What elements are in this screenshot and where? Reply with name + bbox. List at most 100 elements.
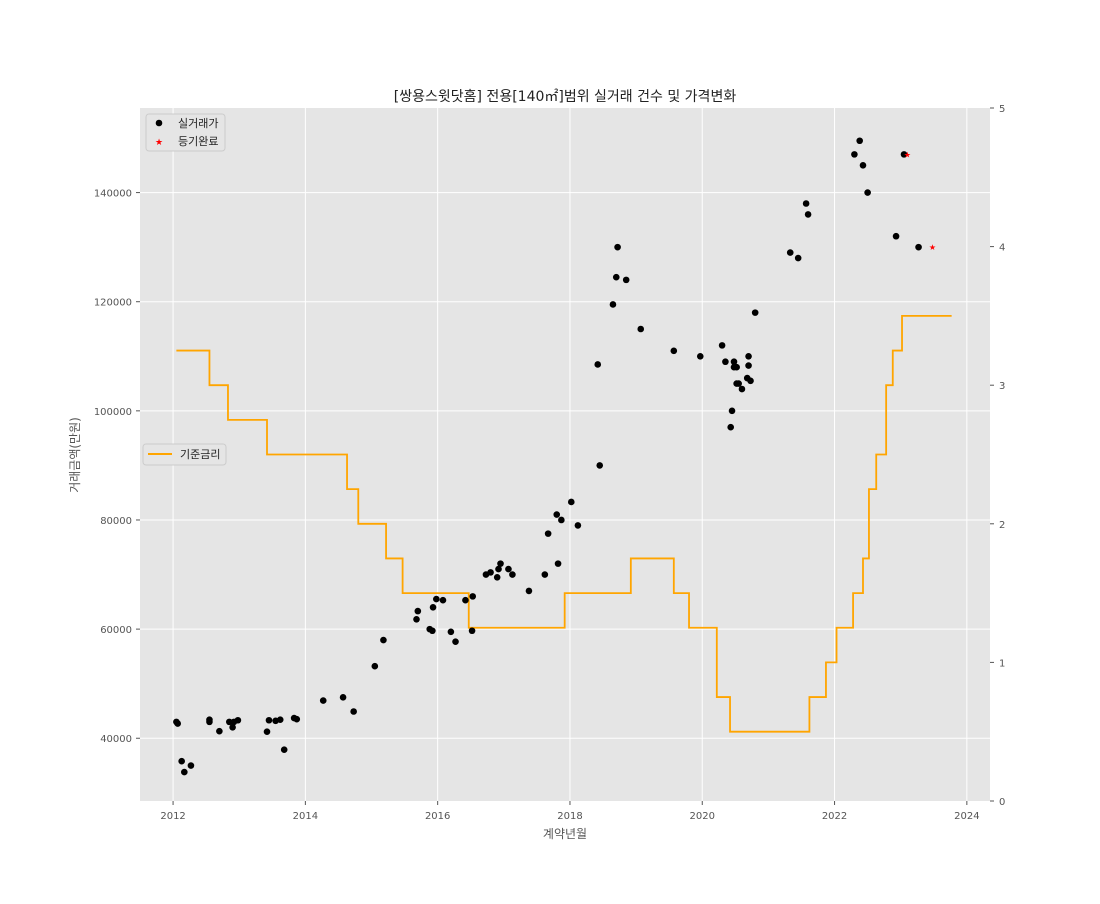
trade-point (276, 716, 284, 723)
trade-point (350, 708, 357, 715)
trade-point (414, 607, 422, 615)
trade-point (730, 358, 738, 366)
trade-point (670, 347, 678, 355)
trade-point (696, 352, 704, 360)
trade-point (265, 716, 273, 724)
trade-point (609, 301, 617, 308)
trade-point (594, 361, 602, 368)
trade-point (433, 595, 440, 603)
trade-point (794, 254, 802, 262)
trade-point (505, 565, 512, 573)
trade-point (554, 560, 562, 567)
trade-point (735, 380, 742, 387)
trade-point (804, 211, 812, 218)
trade-point (469, 593, 477, 600)
trade-point (452, 638, 459, 645)
trade-point (234, 716, 242, 724)
trade-point (751, 309, 759, 316)
trade-point (178, 757, 185, 765)
trade-point (786, 249, 794, 256)
trade-point (637, 325, 645, 333)
y2-tick-labels: 0 1 2 3 4 5 (990, 104, 1005, 808)
trade-point (745, 352, 752, 360)
trade-point (216, 727, 223, 735)
trade-point (206, 716, 213, 723)
trade-point (487, 569, 494, 576)
trade-point (187, 762, 195, 769)
legend-registered-label: 등기완료 (178, 135, 218, 148)
trade-point (413, 615, 420, 623)
points-layer: ★★ (173, 137, 936, 776)
trade-point (468, 627, 476, 635)
y-axis-label: 거래금액(만원) (68, 417, 82, 493)
trade-point (864, 189, 871, 196)
y2-tick-label: 4 (999, 243, 1005, 254)
trade-point (380, 636, 387, 644)
y-tick-label: 120000 (94, 298, 132, 309)
y2-tick-label: 0 (999, 797, 1005, 808)
trade-point (558, 516, 565, 524)
y-tick-label: 100000 (94, 407, 132, 418)
x-tick-label: 2018 (557, 811, 582, 822)
trade-point (722, 358, 729, 366)
trade-point (541, 571, 549, 578)
y2-tick-label: 3 (999, 381, 1005, 392)
y2-tick-label: 2 (999, 520, 1005, 531)
legend-registered-marker: ★ (155, 138, 163, 148)
y-tick-label: 80000 (100, 516, 132, 527)
y2-tick-label: 1 (999, 658, 1005, 669)
legend-trades: 실거래가 ★ 등기완료 (145, 113, 226, 152)
legend-rate: 기준금리 (142, 443, 227, 466)
trade-point (859, 161, 867, 169)
trade-point (900, 151, 908, 158)
trade-point (371, 662, 379, 670)
trade-point (497, 560, 504, 567)
rate-line-layer (176, 315, 952, 733)
trade-point (544, 530, 552, 537)
x-tick-label: 2024 (954, 811, 979, 822)
trade-point (802, 200, 810, 207)
trade-point (851, 151, 858, 158)
trade-point (495, 565, 502, 573)
trade-point (747, 377, 754, 385)
trade-point (229, 724, 236, 731)
trade-point (429, 627, 436, 635)
x-tick-label: 2014 (293, 811, 318, 822)
trade-point (493, 573, 501, 581)
trade-point (718, 342, 726, 349)
trade-point (728, 407, 736, 415)
x-axis-label: 계약년월 (543, 826, 587, 841)
trade-point (174, 720, 182, 727)
legend-trade-marker (155, 119, 163, 127)
x-tick-labels: 2012 2014 2016 2018 2020 2022 2024 (160, 801, 980, 822)
trade-point (856, 137, 863, 145)
trade-point (447, 628, 455, 636)
trade-point (319, 697, 327, 704)
x-tick-label: 2016 (425, 811, 450, 822)
trade-point (181, 768, 188, 776)
trade-point (745, 362, 752, 369)
chart-title: [쌍용스윗닷홈] 전용[140㎡]범위 실거래 건수 및 가격변화 (394, 89, 737, 105)
trade-point (614, 243, 621, 251)
trade-point (293, 715, 301, 723)
trade-point (733, 363, 740, 371)
trade-point (574, 522, 582, 529)
x-tick-label: 2022 (822, 811, 847, 822)
trade-point (439, 596, 447, 604)
trade-point (727, 423, 735, 431)
legend-rate-label: 기준금리 (180, 448, 220, 461)
legend-rate-box (142, 443, 227, 466)
trade-point (612, 273, 620, 281)
trade-point (596, 462, 604, 469)
trade-point (622, 276, 630, 284)
trade-point (339, 694, 347, 701)
y-tick-labels: 40000 60000 80000 100000 120000 140000 (94, 189, 140, 745)
y2-tick-label: 5 (999, 104, 1005, 115)
trade-point (225, 718, 233, 726)
trade-point (553, 511, 561, 518)
trade-point (263, 728, 271, 735)
trade-point (567, 498, 575, 506)
y-tick-label: 40000 (100, 734, 132, 745)
